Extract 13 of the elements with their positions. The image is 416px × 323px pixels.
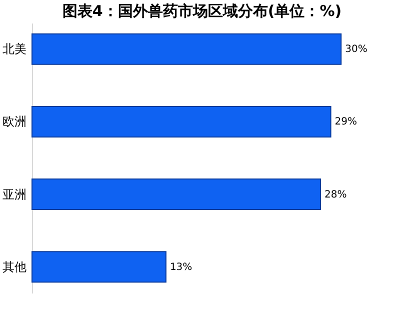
bar (32, 33, 342, 65)
bar (32, 106, 332, 138)
y-tick-label: 亚洲 (2, 187, 26, 202)
bar (32, 251, 166, 283)
chart-title: 图表4：国外兽药市场区域分布(单位：%) (62, 2, 342, 20)
data-label: 29% (334, 116, 358, 128)
y-tick-label: 欧洲 (2, 114, 26, 129)
y-tick-label: 北美 (2, 42, 26, 56)
data-label: 13% (170, 262, 192, 273)
data-label: 28% (324, 189, 347, 200)
bar (32, 178, 321, 210)
y-tick-label: 其他 (2, 260, 26, 274)
data-label: 30% (345, 44, 368, 56)
